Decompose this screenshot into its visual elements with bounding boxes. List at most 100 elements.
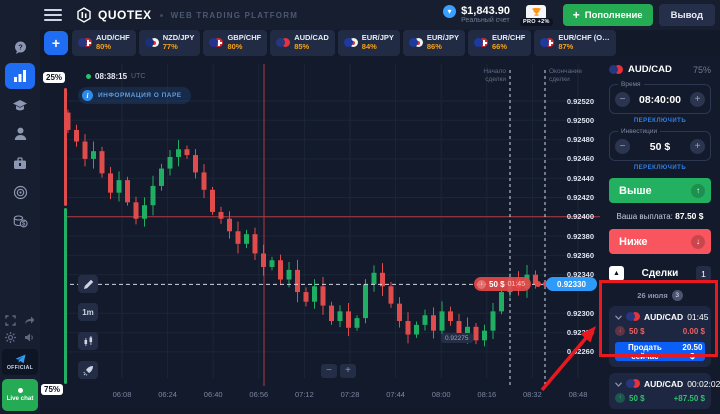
tab-eur-jpy[interactable]: EUR/JPY 86% — [402, 30, 465, 56]
call-up-button[interactable]: Выше ↑ — [609, 178, 711, 203]
currency-pair-flags-icon — [408, 38, 423, 48]
flag-base-icon — [343, 38, 353, 47]
time-value[interactable]: 08:40:00 — [638, 93, 682, 106]
arrow-down-icon: ↓ — [691, 234, 705, 249]
tab-gbp-chf[interactable]: GBP/CHF 80% — [203, 30, 268, 56]
candle-body — [414, 324, 419, 335]
candle-body — [303, 292, 309, 302]
zoom-out-button[interactable]: − — [321, 364, 337, 378]
payout-line: Ваша выплата: 87.50 $ — [609, 211, 711, 221]
share-arrow-icon[interactable] — [24, 315, 35, 326]
candle-body — [465, 326, 470, 335]
trade-amount: 50 $ — [629, 393, 645, 403]
chevron-down-icon[interactable] — [615, 381, 622, 387]
chart-area[interactable]: 25% 75% 08:38:15 UTC i ИНФОРМАЦИЯ О ПАРЕ… — [40, 56, 600, 408]
telegram-official-badge[interactable]: OFFICIAL — [2, 349, 38, 375]
sell-now-button[interactable]: Продать сейчас 20.50 $ — [615, 342, 705, 361]
pair-info-button[interactable]: i ИНФОРМАЦИЯ О ПАРЕ — [78, 87, 191, 104]
sidebar-item-signals[interactable] — [5, 179, 35, 205]
tab-pair-label: NZD/JPY — [162, 33, 195, 43]
indicators-button[interactable] — [78, 361, 98, 379]
menu-icon[interactable] — [44, 9, 62, 21]
flag-cad-icon — [631, 379, 640, 388]
pro-status-badge[interactable]: PRO +2% — [520, 4, 553, 26]
quotex-logo-icon — [77, 7, 91, 23]
tab-pair-label: EUR/CHF — [492, 33, 526, 43]
sidebar-item-market[interactable] — [5, 150, 35, 176]
tab-aud-cad[interactable]: AUD/CAD 85% — [270, 30, 335, 56]
sound-icon[interactable] — [24, 332, 35, 343]
chart-type-button[interactable] — [78, 332, 98, 350]
zoom-in-button[interactable]: + — [340, 364, 356, 378]
price-tick-label: 0.92360 — [566, 250, 594, 260]
arrow-up-icon: ↑ — [691, 183, 705, 198]
collapse-trades-button[interactable]: ▲ — [609, 266, 624, 281]
tab-pair-label: AUD/CHF — [96, 33, 130, 43]
investment-decrease-button[interactable]: − — [615, 139, 630, 154]
investment-increase-button[interactable]: + — [690, 139, 705, 154]
trade-result: +87.50 $ — [673, 393, 705, 403]
currency-pair-flags-icon — [144, 38, 159, 48]
left-sidebar: ? $ — [0, 30, 40, 414]
live-chat-button[interactable]: Live chat — [2, 379, 38, 411]
candle-body — [74, 129, 79, 142]
tab-eur-chf[interactable]: EUR/CHF 66% — [468, 30, 532, 56]
chat-status-dot — [17, 388, 23, 393]
draw-tool-button[interactable] — [78, 275, 98, 293]
withdraw-button[interactable]: Вывод — [658, 4, 715, 26]
trade-badge-countdown: 01:45 — [507, 280, 526, 288]
trade-result: 0.00 $ — [682, 326, 705, 336]
tab-payout-label: 80% — [96, 42, 112, 51]
time-increase-button[interactable]: + — [690, 92, 705, 107]
sidebar-item-cashback[interactable]: $ — [5, 208, 35, 234]
currency-pair-flags-icon — [540, 38, 555, 48]
sidebar-item-trading[interactable] — [5, 63, 35, 89]
balance-widget[interactable]: ▾ $1,843.90 Реальный счет — [443, 5, 510, 25]
chevron-down-icon[interactable] — [615, 314, 622, 320]
time-tick-label: 08:48 — [568, 390, 588, 399]
tab-pair-label: EUR/CHF (O… — [558, 33, 610, 43]
current-price-pill: 0.92330 — [546, 277, 597, 291]
investment-value[interactable]: 50 $ — [649, 140, 671, 153]
timeframe-button[interactable]: 1m — [78, 303, 98, 321]
tab-eur-jpy[interactable]: EUR/JPY 84% — [337, 30, 400, 56]
candle-body — [108, 173, 113, 193]
pencil-icon — [83, 279, 93, 289]
candle-body — [150, 185, 156, 206]
panel-pair-header[interactable]: AUD/CAD 75% — [609, 64, 711, 75]
investment-switch-link[interactable]: ПЕРЕКЛЮЧИТЬ — [633, 165, 687, 171]
candle-body — [490, 311, 496, 331]
sidebar-item-education[interactable] — [5, 92, 35, 118]
brand-name: QUOTEX — [98, 8, 152, 22]
logo[interactable]: QUOTEX — [76, 7, 152, 23]
asset-tabs-bar: + AUD/CHF 80% NZD/JPY 77% GBP/CHF 80% AUD/CAD 8… — [40, 30, 720, 56]
candle-body — [184, 149, 190, 156]
trade-card-open[interactable]: AUD/CAD 01:45 ↓ 50 $ 0.00 $ Продать сейч… — [609, 306, 711, 367]
tabs-list: AUD/CHF 80% NZD/JPY 77% GBP/CHF 80% AUD/CAD 85%… — [72, 30, 716, 56]
tab-aud-chf[interactable]: AUD/CHF 80% — [72, 30, 136, 56]
balance-icon: ▾ — [443, 5, 457, 19]
candle-body — [405, 321, 411, 335]
tab-eur-chf-o-[interactable]: EUR/CHF (O… 87% — [534, 30, 616, 56]
sidebar-item-profile[interactable] — [5, 121, 35, 147]
pair-flags-icon — [626, 379, 640, 389]
put-down-button[interactable]: Ниже ↓ — [609, 229, 711, 254]
time-axis[interactable]: 06:08 06:24 06:40 06:56 07:12 07:28 07:44 08:00… — [40, 390, 600, 400]
sidebar-item-help[interactable]: ? — [5, 34, 35, 60]
tab-nzd-jpy[interactable]: NZD/JPY 77% — [138, 30, 201, 56]
fullscreen-icon[interactable] — [5, 315, 16, 326]
trade-card-closed[interactable]: AUD/CAD 00:02:02 ↑ 50 $ +87.50 $ — [609, 373, 720, 409]
candle-body — [261, 253, 266, 267]
flag-quote-icon — [479, 38, 488, 47]
price-axis[interactable]: 0.92520 0.92500 0.92480 0.92460 0.92440 0.924… — [544, 56, 600, 408]
flag-base-icon — [474, 38, 483, 47]
time-decrease-button[interactable]: − — [615, 92, 630, 107]
settings-gear-icon[interactable] — [5, 332, 16, 343]
tab-payout-label: 84% — [361, 42, 377, 51]
add-asset-button[interactable]: + — [44, 31, 68, 55]
deposit-button[interactable]: + Пополнение — [562, 4, 653, 26]
candle-body — [99, 151, 105, 174]
candle-body — [346, 311, 351, 328]
time-switch-link[interactable]: ПЕРЕКЛЮЧИТЬ — [633, 118, 687, 124]
candle-body — [473, 326, 479, 341]
